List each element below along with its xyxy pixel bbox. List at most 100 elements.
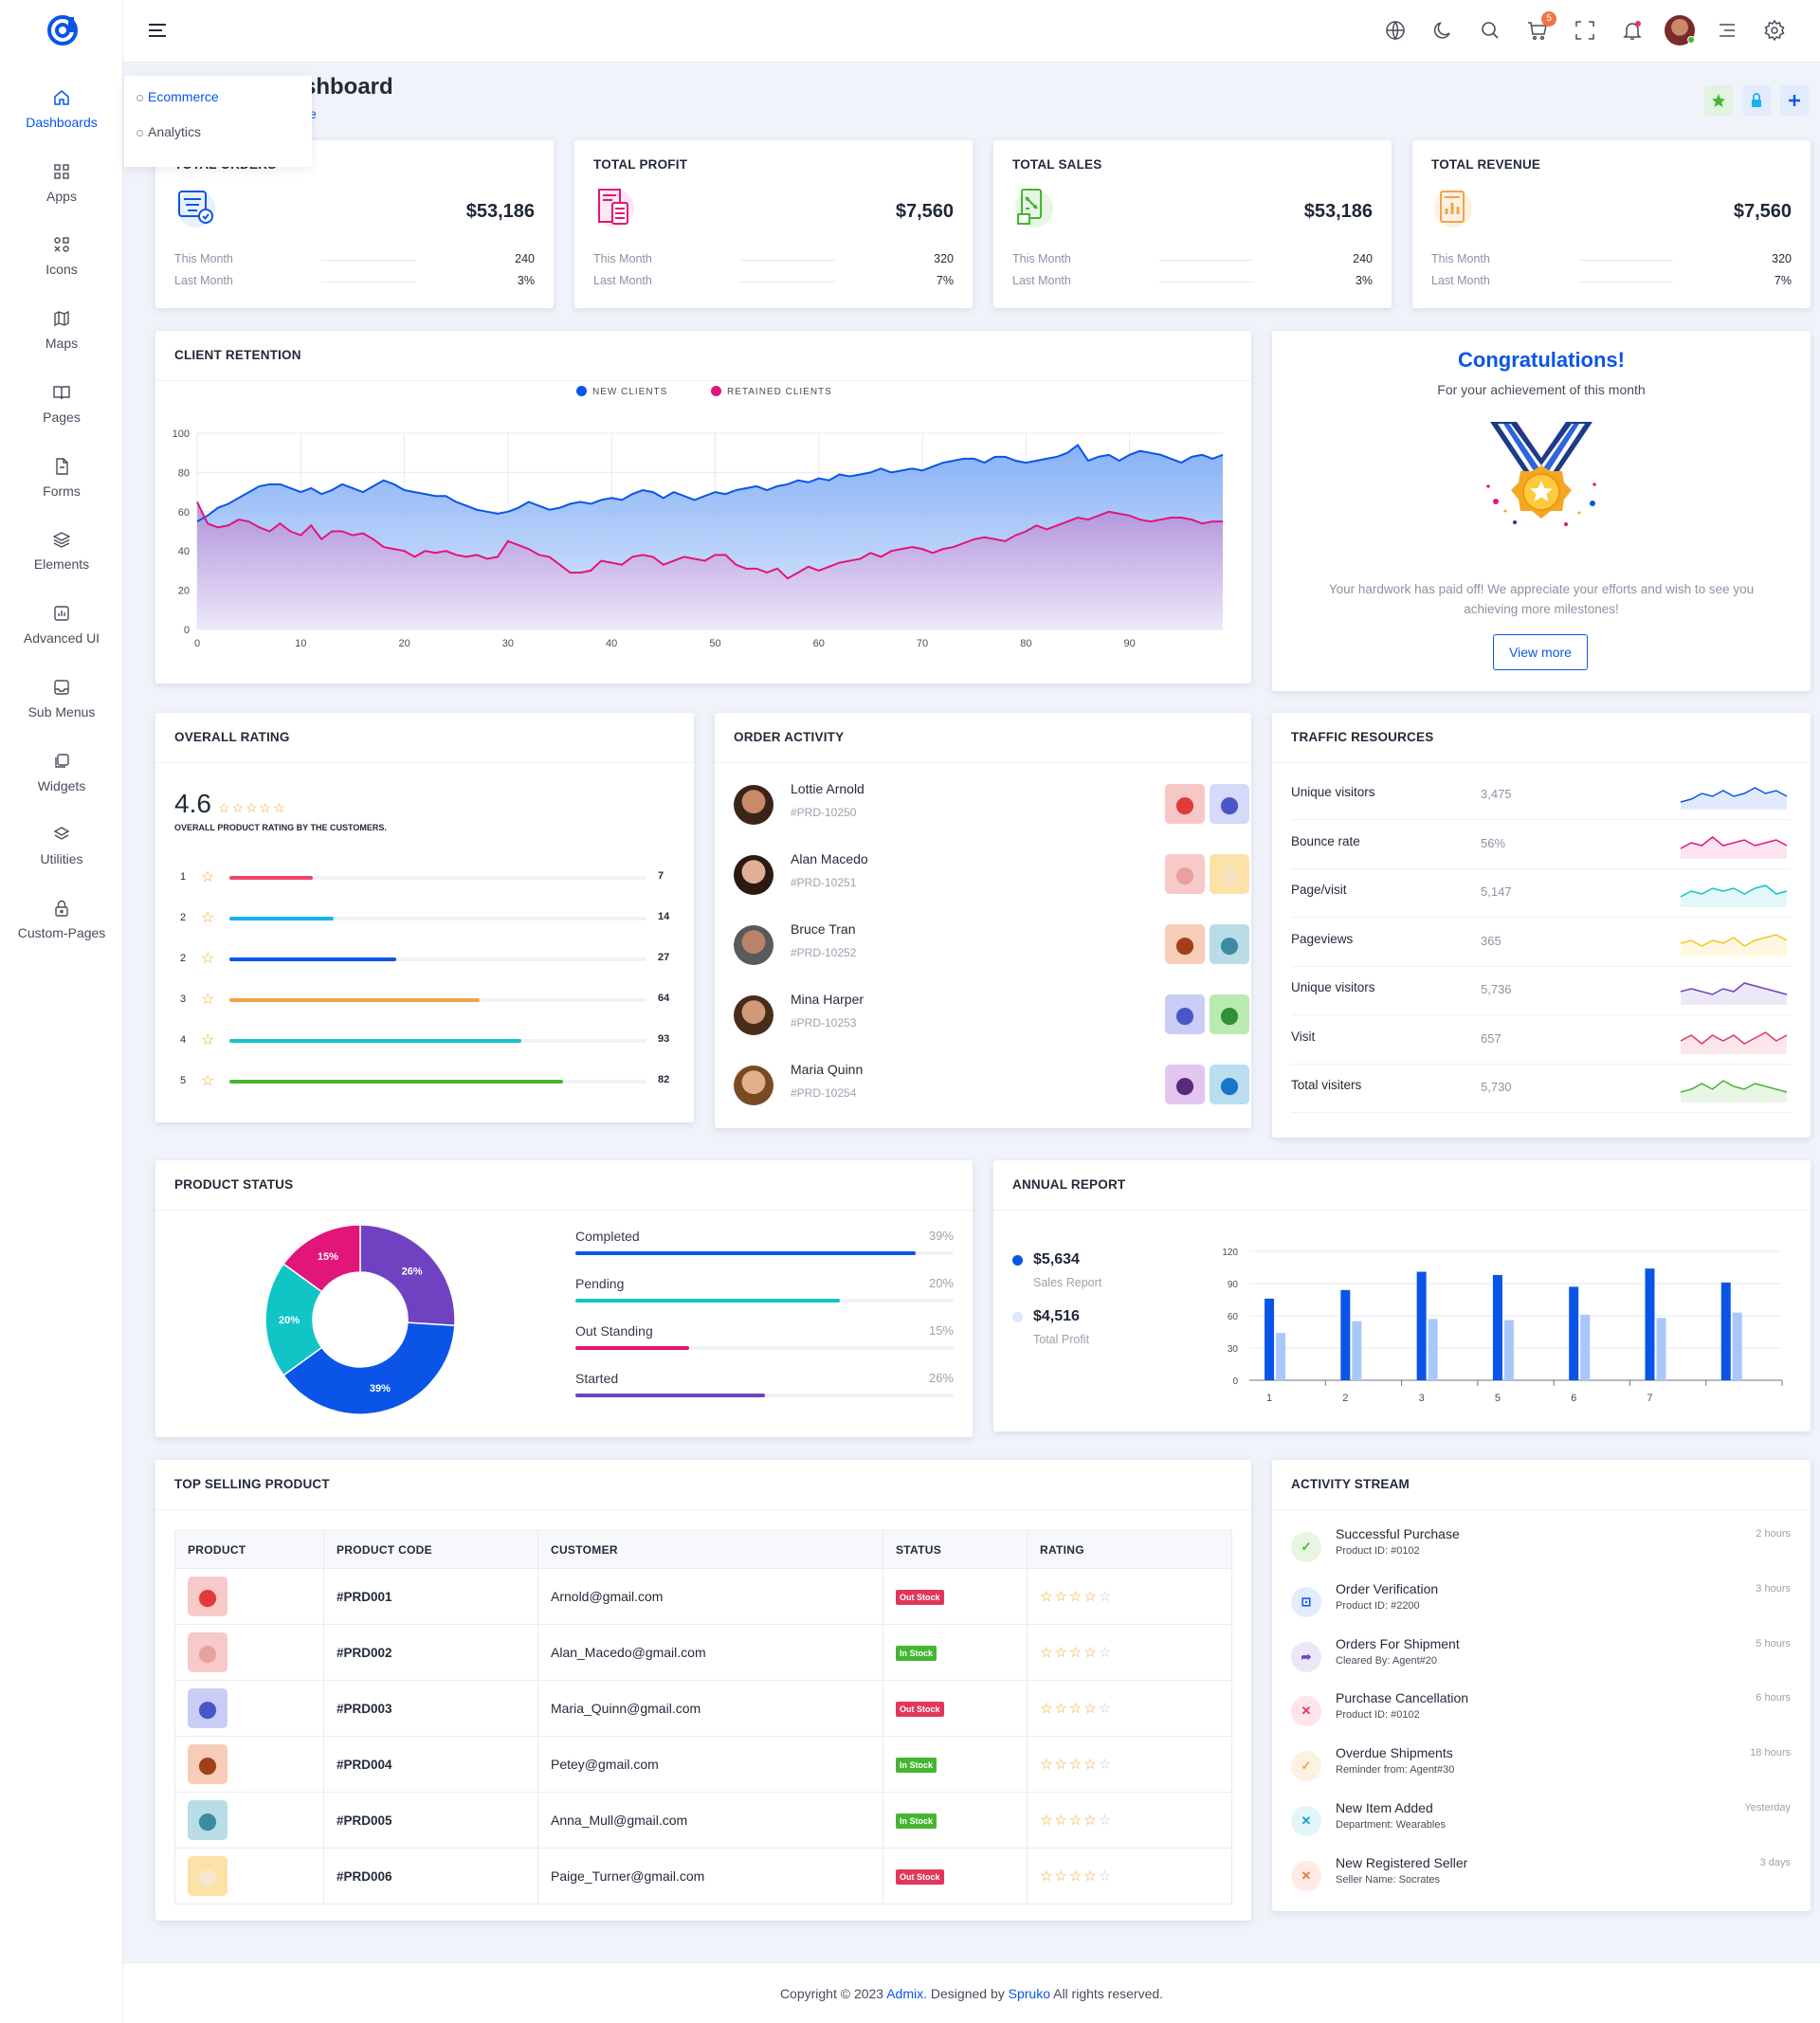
sidebar-item-icons[interactable]: Icons bbox=[0, 236, 123, 277]
traffic-value: 5,736 bbox=[1481, 982, 1512, 996]
stat-last-label: Last Month bbox=[1012, 274, 1071, 287]
rating-bar-fill bbox=[229, 876, 313, 880]
search-icon[interactable] bbox=[1479, 19, 1502, 42]
table-row[interactable]: #PRD003 Maria_Quinn@gmail.com Out Stock ☆☆☆… bbox=[174, 1680, 1232, 1737]
footer-author-link[interactable]: Spruko bbox=[1008, 1986, 1050, 2001]
table-row[interactable]: #PRD004 Petey@gmail.com In Stock ☆☆☆☆☆ bbox=[174, 1736, 1232, 1793]
cart-icon[interactable] bbox=[1526, 19, 1549, 42]
lock-button[interactable] bbox=[1742, 85, 1771, 116]
view-more-button[interactable]: View more bbox=[1493, 634, 1588, 670]
stat-last-month: Last Month 7% bbox=[1431, 274, 1792, 287]
fullscreen-icon[interactable] bbox=[1574, 19, 1596, 42]
product-image[interactable] bbox=[188, 1576, 228, 1616]
product-thumbnail[interactable] bbox=[1210, 1065, 1249, 1104]
sidebar-item-label: Maps bbox=[45, 336, 79, 351]
globe-icon[interactable] bbox=[1384, 19, 1407, 42]
activity-item[interactable]: ⊡ Order Verification Product ID: #2200 3 ho… bbox=[1291, 1581, 1791, 1636]
rating-stars: ☆☆☆☆☆ bbox=[1040, 1813, 1114, 1829]
product-thumbnail[interactable] bbox=[1165, 994, 1205, 1034]
activity-item[interactable]: ✓ Successful Purchase Product ID: #0102 2 h… bbox=[1291, 1526, 1791, 1581]
sidebar-item-utilities[interactable]: Utilities bbox=[0, 826, 123, 866]
status-badge: In Stock bbox=[896, 1813, 937, 1829]
table-row[interactable]: #PRD005 Anna_Mull@gmail.com In Stock ☆☆☆☆☆ bbox=[174, 1792, 1232, 1849]
legend-retained[interactable]: RETAINED CLIENTS bbox=[711, 386, 832, 397]
sidebar-item-dashboards[interactable]: Dashboards bbox=[0, 89, 123, 130]
sidebar-item-advanced-ui[interactable]: Advanced UI bbox=[0, 605, 123, 646]
sidebar-item-maps[interactable]: Maps bbox=[0, 310, 123, 351]
product-image[interactable] bbox=[188, 1744, 228, 1784]
product-thumbnail[interactable] bbox=[1165, 1065, 1205, 1104]
breadcrumb[interactable]: e bbox=[309, 106, 317, 121]
activity-item[interactable]: ✕ New Registered Seller Seller Name: Socra… bbox=[1291, 1855, 1791, 1910]
legend-new[interactable]: NEW CLIENTS bbox=[576, 386, 667, 397]
activity-item[interactable]: ✕ Purchase Cancellation Product ID: #0102 6… bbox=[1291, 1690, 1791, 1745]
product-image[interactable] bbox=[188, 1800, 228, 1840]
sidebar-item-widgets[interactable]: Widgets bbox=[0, 753, 123, 793]
sidebar-item-pages[interactable]: Pages bbox=[0, 384, 123, 425]
brand-logo[interactable] bbox=[46, 13, 80, 47]
product-image[interactable] bbox=[188, 1632, 228, 1672]
submenu-item-ecommerce[interactable]: Ecommerce bbox=[136, 89, 219, 104]
donut-slice-started bbox=[282, 1321, 456, 1415]
product-image[interactable] bbox=[188, 1688, 228, 1728]
customer-name: Mina Harper bbox=[791, 992, 864, 1007]
product-thumbnail[interactable] bbox=[1165, 924, 1205, 964]
col-product[interactable]: PRODUCT bbox=[174, 1530, 324, 1569]
activity-item[interactable]: ➦ Orders For Shipment Cleared By: Agent#20… bbox=[1291, 1636, 1791, 1691]
menu-toggle-icon[interactable] bbox=[146, 19, 169, 42]
card-title: CLIENT RETENTION bbox=[174, 348, 301, 362]
favorite-button[interactable] bbox=[1704, 85, 1733, 116]
activity-item[interactable]: ✕ New Item Added Department: Wearables Yest… bbox=[1291, 1800, 1791, 1855]
activity-item[interactable]: ✓ Overdue Shipments Reminder from: Agent#3… bbox=[1291, 1745, 1791, 1800]
stat-last-month: Last Month 7% bbox=[593, 274, 954, 287]
rating-count: 7 bbox=[658, 870, 664, 882]
bell-icon[interactable] bbox=[1621, 19, 1644, 42]
product-thumbnail[interactable] bbox=[1165, 854, 1205, 894]
product-image[interactable] bbox=[188, 1856, 228, 1896]
moon-icon[interactable] bbox=[1431, 19, 1454, 42]
gear-icon[interactable] bbox=[1763, 19, 1786, 42]
product-thumbnail[interactable] bbox=[1165, 784, 1205, 824]
product-thumbnail[interactable] bbox=[1210, 784, 1249, 824]
table-row[interactable]: #PRD002 Alan_Macedo@gmail.com In Stock ☆☆☆☆… bbox=[174, 1624, 1232, 1681]
col-status[interactable]: STATUS bbox=[883, 1530, 1028, 1569]
sidebar-item-apps[interactable]: Apps bbox=[0, 163, 123, 204]
order-row[interactable]: Bruce Tran #PRD-10252 bbox=[734, 921, 1249, 971]
order-row[interactable]: Alan Macedo #PRD-10251 bbox=[734, 851, 1249, 901]
traffic-label: Total visiters bbox=[1291, 1078, 1362, 1092]
add-button[interactable] bbox=[1780, 85, 1809, 116]
product-thumbnail[interactable] bbox=[1210, 994, 1249, 1034]
col-product-code[interactable]: PRODUCT CODE bbox=[323, 1530, 538, 1569]
submenu-item-analytics[interactable]: Analytics bbox=[136, 124, 202, 139]
plus-icon bbox=[1789, 95, 1800, 106]
sidebar: Dashboards Apps Icons Maps Pages Forms E… bbox=[0, 0, 123, 2023]
stat-this-value: 240 bbox=[1353, 252, 1373, 265]
align-right-icon[interactable] bbox=[1716, 19, 1738, 42]
card-title: PRODUCT STATUS bbox=[174, 1177, 294, 1192]
table-row[interactable]: #PRD006 Paige_Turner@gmail.com Out Stock ☆☆… bbox=[174, 1848, 1232, 1905]
activity-time: 3 hours bbox=[1756, 1582, 1791, 1595]
order-row[interactable]: Mina Harper #PRD-10253 bbox=[734, 992, 1249, 1041]
product-thumbnail[interactable] bbox=[1210, 854, 1249, 894]
status-bar-fill bbox=[575, 1251, 917, 1255]
sidebar-item-sub-menus[interactable]: Sub Menus bbox=[0, 679, 123, 720]
x-tick-label: 2 bbox=[1342, 1393, 1348, 1404]
footer-brand-link[interactable]: Admix bbox=[886, 1986, 924, 2001]
order-row[interactable]: Lottie Arnold #PRD-10250 bbox=[734, 781, 1249, 830]
sidebar-item-elements[interactable]: Elements bbox=[0, 531, 123, 572]
chart-box-icon bbox=[54, 606, 69, 621]
status-bar-track bbox=[575, 1394, 954, 1397]
customer-name: Lottie Arnold bbox=[791, 781, 864, 796]
col-customer[interactable]: CUSTOMER bbox=[537, 1530, 883, 1569]
medal-icon bbox=[1486, 422, 1596, 526]
sidebar-item-forms[interactable]: Forms bbox=[0, 458, 123, 499]
product-thumbnail[interactable] bbox=[1210, 924, 1249, 964]
table-row[interactable]: #PRD001 Arnold@gmail.com Out Stock ☆☆☆☆☆ bbox=[174, 1568, 1232, 1625]
sidebar-item-custom-pages[interactable]: Custom-Pages bbox=[0, 900, 123, 940]
col-rating[interactable]: RATING bbox=[1027, 1530, 1232, 1569]
stat-this-label: This Month bbox=[1431, 252, 1490, 265]
traffic-value: 56% bbox=[1481, 835, 1506, 850]
order-row[interactable]: Maria Quinn #PRD-10254 bbox=[734, 1062, 1249, 1111]
sparkline-area bbox=[1681, 788, 1787, 810]
traffic-row: Bounce rate 56% bbox=[1291, 821, 1791, 869]
